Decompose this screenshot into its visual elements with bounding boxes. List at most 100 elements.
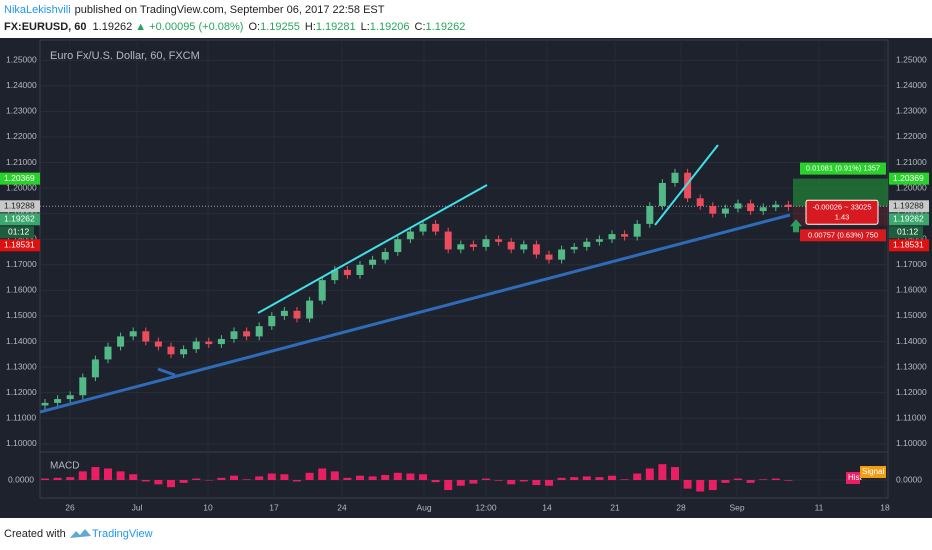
y-tick-label: 1.11000	[896, 412, 926, 422]
candle-body	[217, 338, 225, 345]
macd-bar	[582, 476, 591, 480]
channel-line	[257, 184, 488, 314]
y-tick-label: 1.23000	[6, 106, 37, 116]
candle-body	[709, 205, 717, 214]
macd-bar	[608, 475, 616, 480]
close-label: C:	[415, 21, 426, 33]
price-marker-label: 1.20369	[893, 173, 924, 183]
y-tick-label: 1.19000	[896, 208, 927, 218]
close-value: 1.19262	[426, 21, 466, 33]
candle-body	[91, 359, 99, 378]
candle-body	[268, 315, 276, 327]
candle-body	[747, 203, 755, 212]
macd-bar	[507, 480, 516, 485]
chart-title: Euro Fx/U.S. Dollar, 60, FXCM	[50, 50, 200, 62]
macd-bar	[671, 467, 679, 480]
macd-bar	[456, 480, 465, 486]
x-tick-label: Sep	[729, 502, 744, 512]
y-tick-label: 1.13000	[6, 361, 37, 371]
candle-body	[658, 182, 666, 206]
macd-bar	[381, 474, 390, 480]
candle-body	[343, 269, 351, 276]
macd-bar	[116, 471, 125, 480]
y-tick-label: 1.24000	[6, 80, 37, 90]
price-marker	[889, 172, 929, 185]
macd-bar	[545, 480, 553, 486]
price-marker	[0, 172, 40, 185]
y-tick-label: 1.22000	[896, 131, 927, 141]
candle-body	[444, 231, 452, 250]
candle-body	[507, 241, 515, 250]
footer-brand[interactable]: TradingView	[92, 528, 153, 540]
logo	[70, 529, 91, 538]
macd-title: MACD	[50, 461, 79, 472]
macd-bar	[519, 480, 528, 482]
y-tick-label: 1.19000	[6, 208, 37, 218]
price-marker-label: 1.18531	[4, 240, 35, 250]
macd-bar	[204, 480, 213, 481]
price-marker	[889, 200, 929, 213]
macd-bar	[696, 480, 705, 492]
candle-body	[646, 205, 654, 224]
candle-body	[356, 264, 364, 276]
price-marker	[0, 200, 40, 213]
macd-bar	[406, 473, 415, 480]
price-marker-label: 1.19288	[893, 201, 924, 211]
candle-body	[671, 172, 679, 183]
macd-bar	[53, 477, 62, 480]
candle-body	[633, 223, 641, 237]
countdown-box	[0, 226, 34, 239]
macd-bar	[658, 464, 667, 480]
macd-legend-box	[846, 472, 860, 484]
candle-body	[532, 244, 540, 255]
candle-body	[66, 395, 74, 400]
y-tick-label: 1.17000	[896, 259, 927, 269]
candle-body	[41, 402, 49, 406]
target-label-box	[800, 162, 886, 175]
macd-bar	[154, 480, 163, 485]
price-marker-label: 1.20369	[4, 173, 35, 183]
x-tick-label: 10	[203, 502, 213, 512]
y-tick-label: 1.22000	[6, 131, 37, 141]
macd-bar	[746, 480, 755, 483]
candle-body	[129, 331, 137, 337]
macd-bar	[41, 478, 49, 480]
high-label: H:	[305, 21, 316, 33]
stop-label-box	[800, 229, 886, 242]
countdown-label: 01:12	[8, 227, 30, 237]
macd-bar	[444, 480, 453, 491]
macd-bar	[419, 474, 427, 480]
macd-bar	[255, 476, 264, 480]
macd-bar	[167, 480, 175, 488]
macd-bar	[393, 472, 402, 480]
open-value: 1.19255	[260, 21, 300, 33]
candle-body	[104, 346, 112, 360]
x-tick-label: 28	[676, 502, 686, 512]
macd-bar	[318, 468, 327, 480]
candle-body	[495, 239, 503, 242]
channel-line	[654, 144, 719, 226]
x-tick-label: 14	[542, 502, 552, 512]
macd-bar	[595, 477, 604, 480]
macd-bar	[242, 479, 251, 480]
trend-line	[39, 213, 791, 414]
candle-body	[419, 223, 427, 232]
x-tick-label: 18	[880, 502, 890, 512]
entry-arrow	[790, 219, 802, 233]
labels: 1.10000 1.10000 1.11000 1.11000 1.12000 1.120…	[0, 54, 929, 512]
candle-body	[280, 310, 288, 316]
candle-body	[772, 204, 780, 208]
macd-bar	[305, 472, 314, 480]
author[interactable]: NikaLekishvili	[4, 4, 71, 16]
macd-bar	[356, 475, 364, 480]
candle-body	[243, 331, 251, 337]
y-tick-label: 1.12000	[896, 387, 927, 397]
candle-body	[696, 198, 704, 206]
macd-bar	[230, 475, 238, 480]
high-value: 1.19281	[316, 21, 356, 33]
macd-bar	[431, 480, 440, 483]
header-line: NikaLekishvili published on TradingView.c…	[4, 4, 385, 16]
candle-body	[520, 244, 528, 250]
quote-line: FX:EURUSD, 60 1.19262 ▲ +0.00095 (+0.08%) O…	[4, 21, 465, 33]
